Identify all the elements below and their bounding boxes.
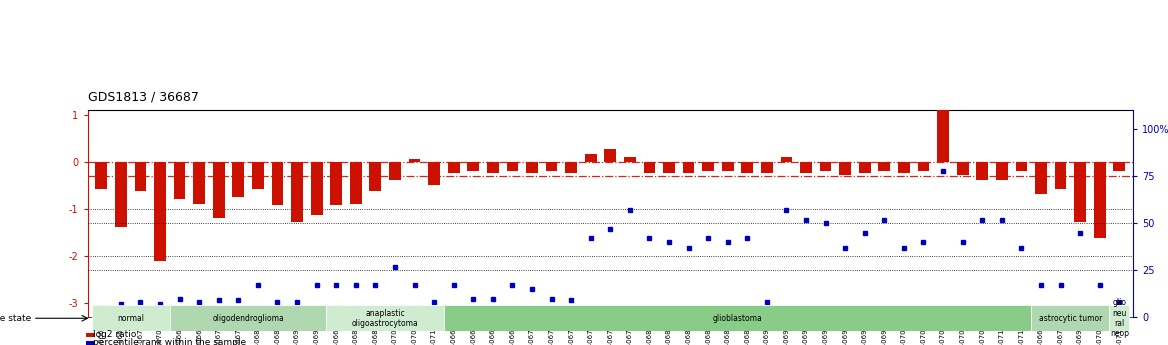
- Bar: [467, 162, 479, 171]
- Bar: [91, 305, 169, 331]
- Bar: [957, 162, 968, 175]
- Bar: [918, 162, 930, 171]
- Text: normal: normal: [117, 314, 144, 323]
- Bar: [722, 162, 734, 171]
- Bar: [1035, 162, 1047, 194]
- Bar: [169, 305, 326, 331]
- Bar: [487, 162, 499, 172]
- Text: astrocytic tumor: astrocytic tumor: [1038, 314, 1101, 323]
- Bar: [545, 162, 557, 171]
- Bar: [1015, 162, 1027, 171]
- Bar: [134, 162, 146, 191]
- Bar: [272, 162, 284, 205]
- Bar: [311, 162, 322, 215]
- Bar: [702, 162, 714, 171]
- Bar: [409, 159, 420, 162]
- Bar: [291, 162, 303, 223]
- Text: GDS1813 / 36687: GDS1813 / 36687: [88, 90, 199, 104]
- Bar: [350, 162, 362, 204]
- Bar: [444, 305, 1031, 331]
- Text: disease state: disease state: [0, 314, 30, 323]
- Bar: [507, 162, 519, 171]
- Bar: [1031, 305, 1110, 331]
- Bar: [976, 162, 988, 180]
- Bar: [762, 162, 773, 172]
- Bar: [624, 157, 635, 162]
- Bar: [840, 162, 851, 175]
- Bar: [174, 162, 186, 199]
- Bar: [742, 162, 753, 172]
- Text: glio
neu
ral
neop: glio neu ral neop: [1110, 298, 1128, 338]
- Bar: [154, 162, 166, 261]
- Bar: [232, 162, 244, 197]
- Bar: [326, 305, 444, 331]
- Bar: [369, 162, 381, 191]
- Bar: [429, 162, 440, 185]
- Text: percentile rank within the sample: percentile rank within the sample: [93, 338, 246, 345]
- Bar: [213, 162, 224, 218]
- Bar: [194, 162, 206, 204]
- Bar: [780, 157, 792, 162]
- Bar: [683, 162, 695, 172]
- Bar: [898, 162, 910, 172]
- Bar: [565, 162, 577, 172]
- Text: log2 ratio: log2 ratio: [93, 330, 137, 339]
- Text: anaplastic
oligoastrocytoma: anaplastic oligoastrocytoma: [352, 308, 418, 328]
- Bar: [1113, 162, 1125, 171]
- Bar: [820, 162, 832, 171]
- Bar: [526, 162, 537, 172]
- Bar: [878, 162, 890, 171]
- Bar: [389, 162, 401, 180]
- Text: oligodendroglioma: oligodendroglioma: [213, 314, 284, 323]
- Bar: [663, 162, 675, 172]
- Bar: [858, 162, 870, 172]
- Bar: [604, 149, 617, 162]
- Bar: [331, 162, 342, 205]
- Bar: [1075, 162, 1086, 223]
- Bar: [996, 162, 1008, 180]
- Bar: [585, 154, 597, 162]
- Bar: [1093, 162, 1106, 238]
- Bar: [447, 162, 459, 172]
- Bar: [644, 162, 655, 172]
- Bar: [800, 162, 812, 172]
- Bar: [114, 162, 127, 227]
- Bar: [252, 162, 264, 189]
- Bar: [96, 162, 107, 189]
- Bar: [937, 97, 948, 162]
- Bar: [1110, 305, 1129, 331]
- Bar: [1055, 162, 1066, 189]
- Text: glioblastoma: glioblastoma: [712, 314, 763, 323]
